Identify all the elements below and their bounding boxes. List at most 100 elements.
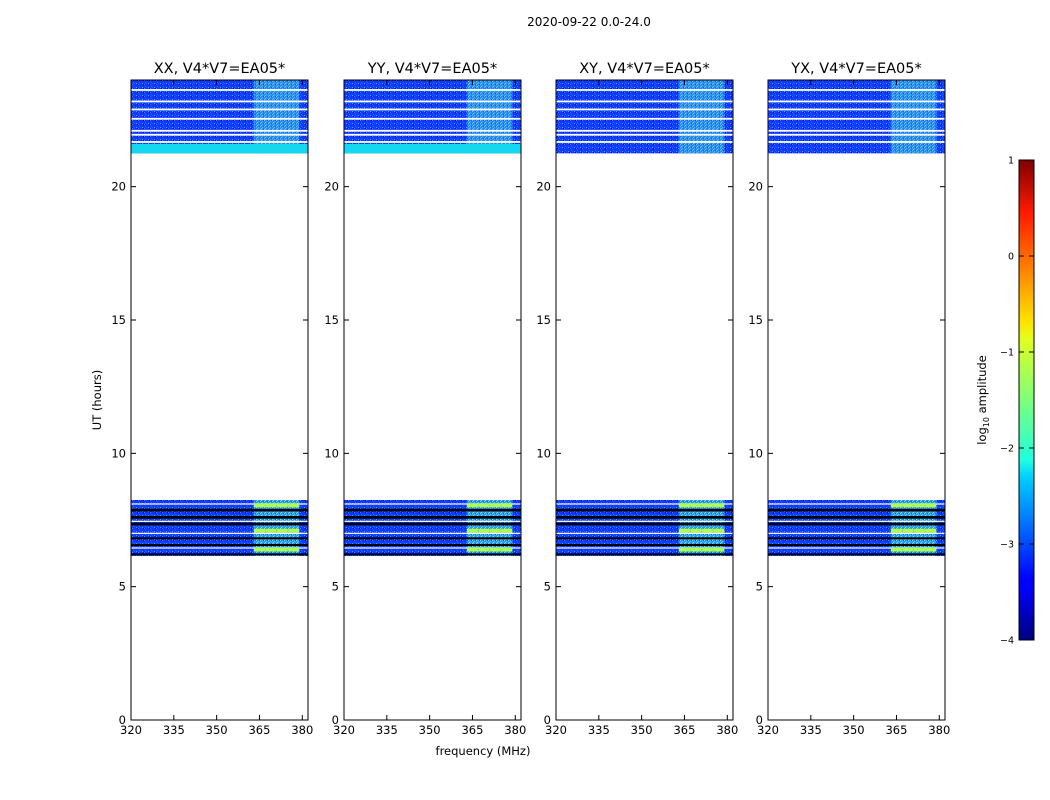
y-tick-label: 0: [119, 713, 126, 727]
rfi-burst: [501, 547, 513, 552]
flag-line: [768, 503, 945, 505]
rfi-burst: [713, 547, 725, 552]
x-tick-label: 350: [843, 723, 865, 737]
flag-line: [131, 117, 308, 120]
x-tick-label: 365: [673, 723, 695, 737]
flag-line: [556, 117, 733, 120]
y-tick-label: 15: [111, 313, 126, 327]
y-tick-label: 15: [748, 313, 763, 327]
flag-line: [344, 532, 521, 534]
colorbar-gradient: [1018, 159, 1035, 641]
panel-title: YY, V4*V7=EA05*: [367, 61, 497, 77]
rfi-burst: [925, 547, 937, 552]
rfi-burst: [913, 547, 925, 552]
flag-line: [344, 520, 521, 522]
flag-line: [768, 129, 945, 132]
y-tick-label: 5: [756, 580, 763, 594]
rfi-burst: [701, 528, 713, 533]
flag-line: [556, 547, 733, 549]
y-tick-label: 0: [332, 713, 339, 727]
flag-line: [556, 141, 733, 143]
flag-line: [131, 141, 308, 143]
rfi-burst: [276, 528, 288, 533]
flag-line: [768, 547, 945, 549]
colorbar-ticks: 1 0 −1 −2 −3 −4: [1000, 156, 1034, 647]
flag-line: [768, 537, 945, 540]
flag-line: [768, 117, 945, 120]
flag-line: [556, 100, 733, 103]
rfi-burst: [288, 528, 300, 533]
flag-line: [556, 89, 733, 91]
flag-line: [344, 522, 521, 526]
flag-line: [131, 522, 308, 526]
x-tick-label: 320: [545, 723, 567, 737]
panel-yy: YY, V4*V7=EA05* 320 335 350 365 380 0 5 10 15 20: [324, 61, 526, 737]
rfi-burst: [265, 528, 277, 533]
y-tick-label: 5: [119, 580, 126, 594]
flag-line: [556, 508, 733, 512]
flag-line: [131, 508, 308, 512]
flag-line: [556, 553, 733, 556]
y-tick-label: 5: [544, 580, 551, 594]
x-tick-label: 320: [120, 723, 142, 737]
rfi-burst: [925, 528, 937, 533]
flag-line: [556, 537, 733, 540]
rfi-burst: [501, 503, 513, 508]
rfi-burst: [690, 528, 702, 533]
colorbar-label-sub: 10: [982, 417, 991, 427]
rfi-burst: [690, 547, 702, 552]
rfi-burst: [913, 528, 925, 533]
flag-line: [768, 100, 945, 103]
x-tick-label: 380: [504, 723, 526, 737]
rfi-burst: [890, 503, 902, 508]
flag-line: [556, 522, 733, 526]
rfi-burst: [265, 503, 277, 508]
flag-line: [556, 520, 733, 522]
panel-title: XY, V4*V7=EA05*: [579, 61, 709, 77]
rfi-burst: [478, 503, 490, 508]
colorbar-tick-label: −3: [1000, 540, 1014, 551]
y-tick-label: 5: [332, 580, 339, 594]
rfi-burst: [701, 547, 713, 552]
axes-frame: [555, 79, 734, 721]
flag-line: [768, 553, 945, 556]
panel-title: XX, V4*V7=EA05*: [154, 61, 286, 77]
rfi-burst: [690, 503, 702, 508]
x-tick-label: 350: [631, 723, 653, 737]
y-tick-label: 15: [536, 313, 551, 327]
x-tick-label: 380: [291, 723, 313, 737]
rfi-burst: [489, 503, 501, 508]
x-tick-label: 335: [588, 723, 610, 737]
rfi-burst: [713, 528, 725, 533]
colorbar-tick-label: 0: [1008, 252, 1014, 263]
flag-line: [768, 89, 945, 91]
rfi-burst: [678, 503, 690, 508]
flag-line: [768, 516, 945, 519]
rfi-burst: [478, 528, 490, 533]
x-tick-label: 365: [461, 723, 483, 737]
x-tick-label: 365: [248, 723, 270, 737]
rfi-burst: [466, 503, 478, 508]
rfi-burst: [902, 528, 914, 533]
x-tick-label: 350: [419, 723, 441, 737]
x-tick-label: 335: [800, 723, 822, 737]
flag-line: [556, 516, 733, 519]
flag-line: [344, 100, 521, 103]
y-tick-label: 10: [111, 446, 126, 460]
flag-line: [556, 503, 733, 505]
flag-line: [556, 133, 733, 136]
rfi-burst: [253, 528, 265, 533]
x-tick-label: 365: [885, 723, 907, 737]
rfi-burst: [902, 547, 914, 552]
flag-line: [556, 129, 733, 132]
rfi-burst: [902, 503, 914, 508]
flag-line: [344, 129, 521, 132]
flag-line: [768, 522, 945, 526]
rfi-burst: [466, 528, 478, 533]
colorbar-tick-label: −2: [1000, 444, 1014, 455]
rfi-burst: [265, 547, 277, 552]
y-tick-label: 10: [748, 446, 763, 460]
flag-line: [344, 508, 521, 512]
y-tick-label: 20: [536, 180, 551, 194]
flag-line: [768, 133, 945, 136]
